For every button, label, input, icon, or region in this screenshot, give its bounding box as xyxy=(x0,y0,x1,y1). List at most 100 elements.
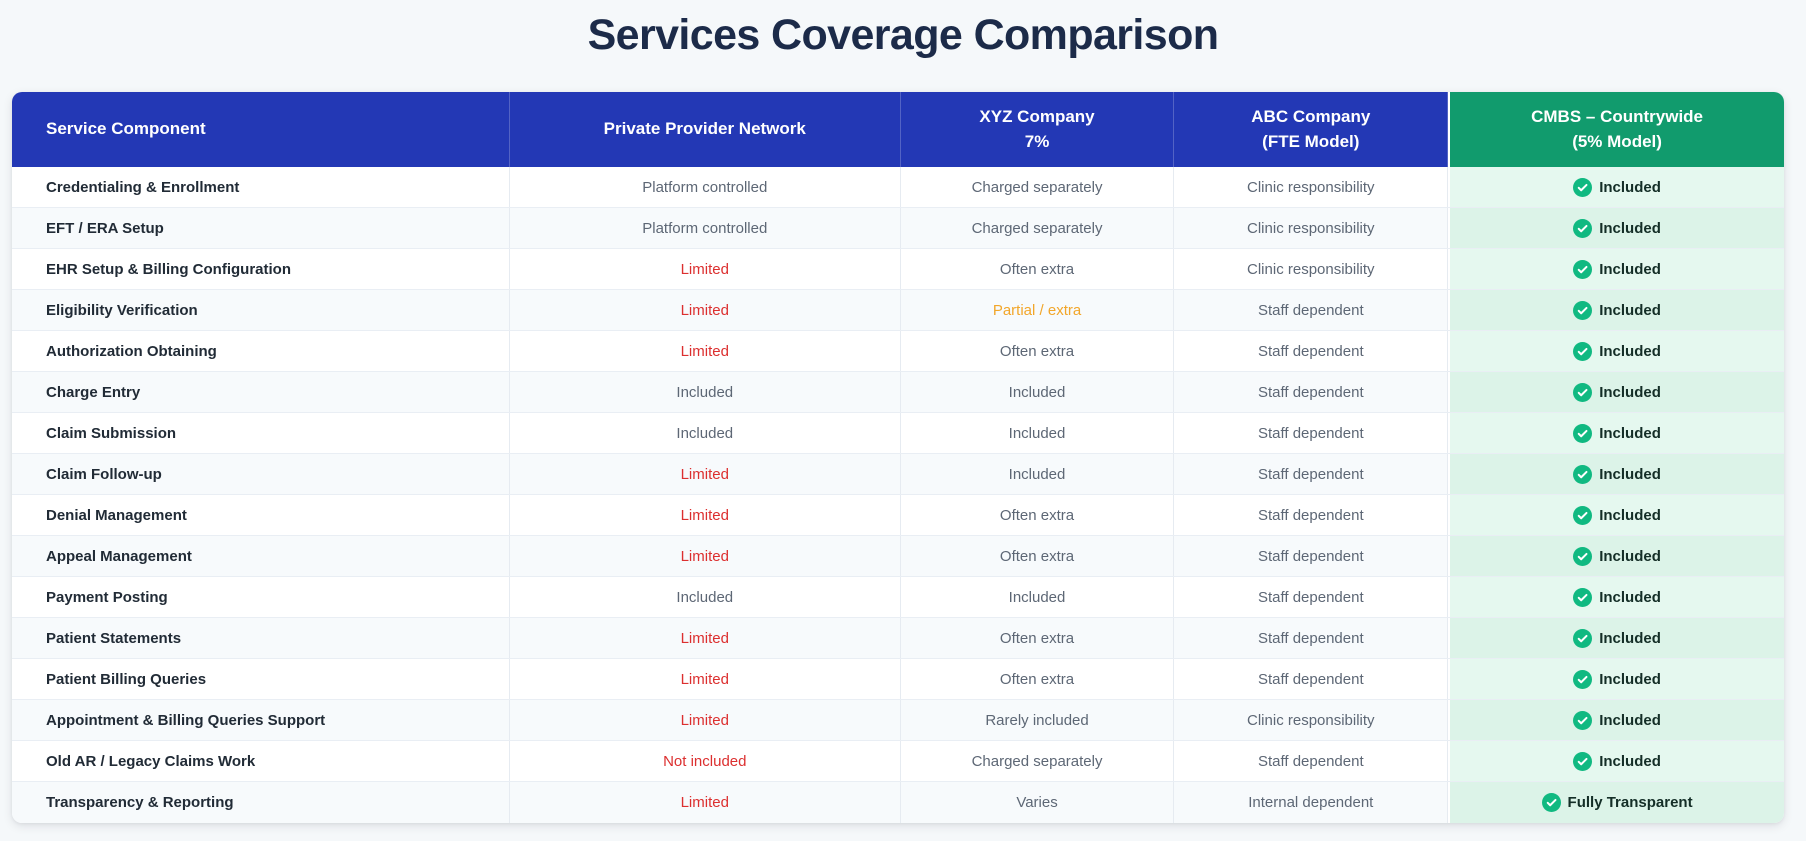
private-provider-network-cell: Limited xyxy=(510,659,901,700)
service-component-cell: Appeal Management xyxy=(12,536,510,577)
check-circle-icon xyxy=(1573,382,1593,402)
table-header-row: Service Component Private Provider Netwo… xyxy=(12,92,1784,168)
xyz-company-cell: Often extra xyxy=(901,331,1175,372)
private-provider-network-cell: Limited xyxy=(510,290,901,331)
cmbs-countrywide-cell: Included xyxy=(1448,208,1784,249)
private-provider-network-cell: Limited xyxy=(510,331,901,372)
service-component-cell: EFT / ERA Setup xyxy=(12,208,510,249)
cmbs-countrywide-cell: Included xyxy=(1448,577,1784,618)
column-header-label-line2: (FTE Model) xyxy=(1262,131,1360,151)
column-header-label: ABC Company xyxy=(1251,107,1371,127)
abc-company-cell: Clinic responsibility xyxy=(1174,700,1449,741)
abc-company-cell: Staff dependent xyxy=(1174,536,1449,577)
cmbs-countrywide-cell: Included xyxy=(1448,167,1784,208)
cmbs-countrywide-cell: Included xyxy=(1448,372,1784,413)
cmbs-status-label: Included xyxy=(1599,752,1661,770)
check-circle-icon xyxy=(1573,177,1593,197)
abc-company-cell: Clinic responsibility xyxy=(1174,167,1449,208)
private-provider-network-cell: Limited xyxy=(510,618,901,659)
cmbs-countrywide-cell: Included xyxy=(1448,536,1784,577)
table-row: EHR Setup & Billing Configuration Limite… xyxy=(12,249,1784,291)
check-circle-icon xyxy=(1573,710,1593,730)
service-component-cell: Eligibility Verification xyxy=(12,290,510,331)
cmbs-status-label: Included xyxy=(1599,711,1661,729)
cmbs-status-label: Included xyxy=(1599,670,1661,688)
cmbs-countrywide-cell: Included xyxy=(1448,331,1784,372)
table-row: Old AR / Legacy Claims Work Not included… xyxy=(12,741,1784,783)
cmbs-countrywide-cell: Included xyxy=(1448,741,1784,782)
abc-company-cell: Clinic responsibility xyxy=(1174,249,1449,290)
cmbs-countrywide-cell: Included xyxy=(1448,700,1784,741)
private-provider-network-cell: Limited xyxy=(510,700,901,741)
private-provider-network-cell: Not included xyxy=(510,741,901,782)
xyz-company-cell: Often extra xyxy=(901,495,1175,536)
table-row: EFT / ERA Setup Platform controlled Char… xyxy=(12,208,1784,250)
xyz-company-cell: Often extra xyxy=(901,659,1175,700)
private-provider-network-cell: Platform controlled xyxy=(510,167,901,208)
column-header-label: Private Provider Network xyxy=(603,119,806,139)
cmbs-countrywide-cell: Included xyxy=(1448,290,1784,331)
check-circle-icon xyxy=(1573,259,1593,279)
abc-company-cell: Staff dependent xyxy=(1174,618,1449,659)
cmbs-status-label: Included xyxy=(1599,219,1661,237)
cmbs-status-label: Included xyxy=(1599,342,1661,360)
abc-company-cell: Staff dependent xyxy=(1174,659,1449,700)
private-provider-network-cell: Included xyxy=(510,413,901,454)
xyz-company-cell: Charged separately xyxy=(901,167,1175,208)
cmbs-status-label: Included xyxy=(1599,301,1661,319)
column-header-service-component: Service Component xyxy=(12,92,510,168)
cmbs-status-label: Included xyxy=(1599,383,1661,401)
service-component-cell: Claim Submission xyxy=(12,413,510,454)
page-title: Services Coverage Comparison xyxy=(587,11,1219,59)
check-circle-icon xyxy=(1573,669,1593,689)
cmbs-status-label: Included xyxy=(1599,424,1661,442)
private-provider-network-cell: Limited xyxy=(510,249,901,290)
xyz-company-cell: Included xyxy=(901,413,1175,454)
xyz-company-cell: Often extra xyxy=(901,536,1175,577)
table-row: Denial Management Limited Often extra St… xyxy=(12,495,1784,537)
service-component-cell: Authorization Obtaining xyxy=(12,331,510,372)
service-component-cell: Denial Management xyxy=(12,495,510,536)
service-component-cell: Charge Entry xyxy=(12,372,510,413)
abc-company-cell: Staff dependent xyxy=(1174,577,1449,618)
xyz-company-cell: Included xyxy=(901,454,1175,495)
check-circle-icon xyxy=(1573,505,1593,525)
table-row: Claim Submission Included Included Staff… xyxy=(12,413,1784,455)
xyz-company-cell: Included xyxy=(901,372,1175,413)
cmbs-countrywide-cell: Included xyxy=(1448,249,1784,290)
column-header-label: XYZ Company xyxy=(979,107,1095,127)
service-component-cell: Credentialing & Enrollment xyxy=(12,167,510,208)
private-provider-network-cell: Included xyxy=(510,577,901,618)
table-row: Eligibility Verification Limited Partial… xyxy=(12,290,1784,332)
cmbs-status-label: Included xyxy=(1599,178,1661,196)
xyz-company-cell: Varies xyxy=(901,782,1175,824)
xyz-company-cell: Often extra xyxy=(901,249,1175,290)
xyz-company-cell: Partial / extra xyxy=(901,290,1175,331)
services-comparison-table: Service Component Private Provider Netwo… xyxy=(12,92,1784,824)
check-circle-icon xyxy=(1573,628,1593,648)
service-component-cell: Claim Follow-up xyxy=(12,454,510,495)
private-provider-network-cell: Limited xyxy=(510,536,901,577)
service-component-cell: EHR Setup & Billing Configuration xyxy=(12,249,510,290)
cmbs-status-label: Included xyxy=(1599,629,1661,647)
service-component-cell: Patient Billing Queries xyxy=(12,659,510,700)
column-header-label: CMBS – Countrywide xyxy=(1531,107,1704,127)
cmbs-countrywide-cell: Included xyxy=(1448,413,1784,454)
abc-company-cell: Clinic responsibility xyxy=(1174,208,1449,249)
check-circle-icon xyxy=(1573,423,1593,443)
check-circle-icon xyxy=(1573,751,1593,771)
table-row: Transparency & Reporting Limited Varies … xyxy=(12,782,1784,824)
check-circle-icon xyxy=(1573,218,1593,238)
column-header-abc-company: ABC Company (FTE Model) xyxy=(1174,92,1449,168)
cmbs-status-label: Included xyxy=(1599,506,1661,524)
table-row: Patient Statements Limited Often extra S… xyxy=(12,618,1784,660)
check-circle-icon xyxy=(1573,341,1593,361)
check-circle-icon xyxy=(1573,587,1593,607)
xyz-company-cell: Often extra xyxy=(901,618,1175,659)
check-circle-icon xyxy=(1573,546,1593,566)
cmbs-countrywide-cell: Included xyxy=(1448,659,1784,700)
service-component-cell: Payment Posting xyxy=(12,577,510,618)
abc-company-cell: Staff dependent xyxy=(1174,495,1449,536)
service-component-cell: Patient Statements xyxy=(12,618,510,659)
cmbs-countrywide-cell: Included xyxy=(1448,618,1784,659)
